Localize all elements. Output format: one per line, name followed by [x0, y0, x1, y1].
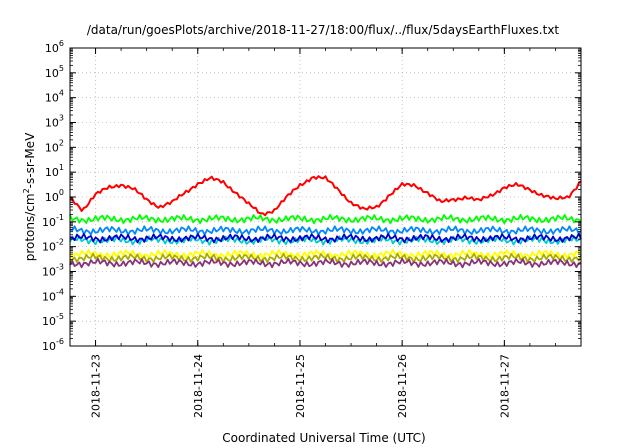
series-line-3: [69, 225, 582, 236]
y-tick-label: 10-2: [42, 238, 64, 254]
y-tick-labels: 106 105 104 103 102 101 100 10-1 10-2 10-3 10-4 10-…: [42, 39, 64, 353]
y-tick-label: 103: [45, 114, 64, 130]
series-lines: [69, 175, 582, 269]
y-axis-label-base: protons/cm: [23, 193, 37, 261]
chart-title: /data/run/goesPlots/archive/2018-11-27/1…: [87, 23, 560, 37]
y-axis-label-rest: -s-sr-MeV: [23, 132, 37, 188]
series-line-2: [69, 213, 582, 225]
y-tick-label: 10-3: [42, 263, 64, 279]
x-axis-label: Coordinated Universal Time (UTC): [222, 431, 425, 445]
x-tick-label: 2018-11-26: [396, 354, 409, 418]
grid-lines: [70, 48, 581, 346]
y-tick-label: 10-5: [42, 312, 64, 328]
x-tick-label: 2018-11-27: [498, 354, 511, 418]
axes: [69, 47, 582, 347]
y-tick-label: 102: [45, 138, 64, 154]
y-tick-label: 10-4: [42, 287, 64, 303]
series-line-8: [69, 257, 582, 269]
y-tick-label: 106: [45, 39, 64, 55]
y-tick-label: 10-1: [42, 213, 64, 229]
series-line-6: [69, 248, 582, 260]
y-tick-label: 10-6: [42, 337, 64, 353]
x-tick-label: 2018-11-25: [294, 354, 307, 418]
y-axis-label-exponent: 2: [22, 188, 31, 193]
x-tick-label: 2018-11-23: [90, 354, 103, 418]
y-tick-label: 105: [45, 64, 64, 80]
y-tick-label: 104: [45, 89, 64, 105]
y-tick-label: 100: [45, 188, 64, 204]
x-tick-labels: 2018-11-23 2018-11-24 2018-11-25 2018-11-26…: [90, 354, 512, 418]
y-tick-label: 101: [45, 163, 64, 179]
series-line-1: [69, 175, 582, 217]
y-axis-label: protons/cm2-s-sr-MeV: [22, 132, 37, 261]
x-tick-label: 2018-11-24: [192, 354, 205, 418]
series-line-5: [69, 232, 582, 244]
plot-frame: [69, 47, 582, 347]
